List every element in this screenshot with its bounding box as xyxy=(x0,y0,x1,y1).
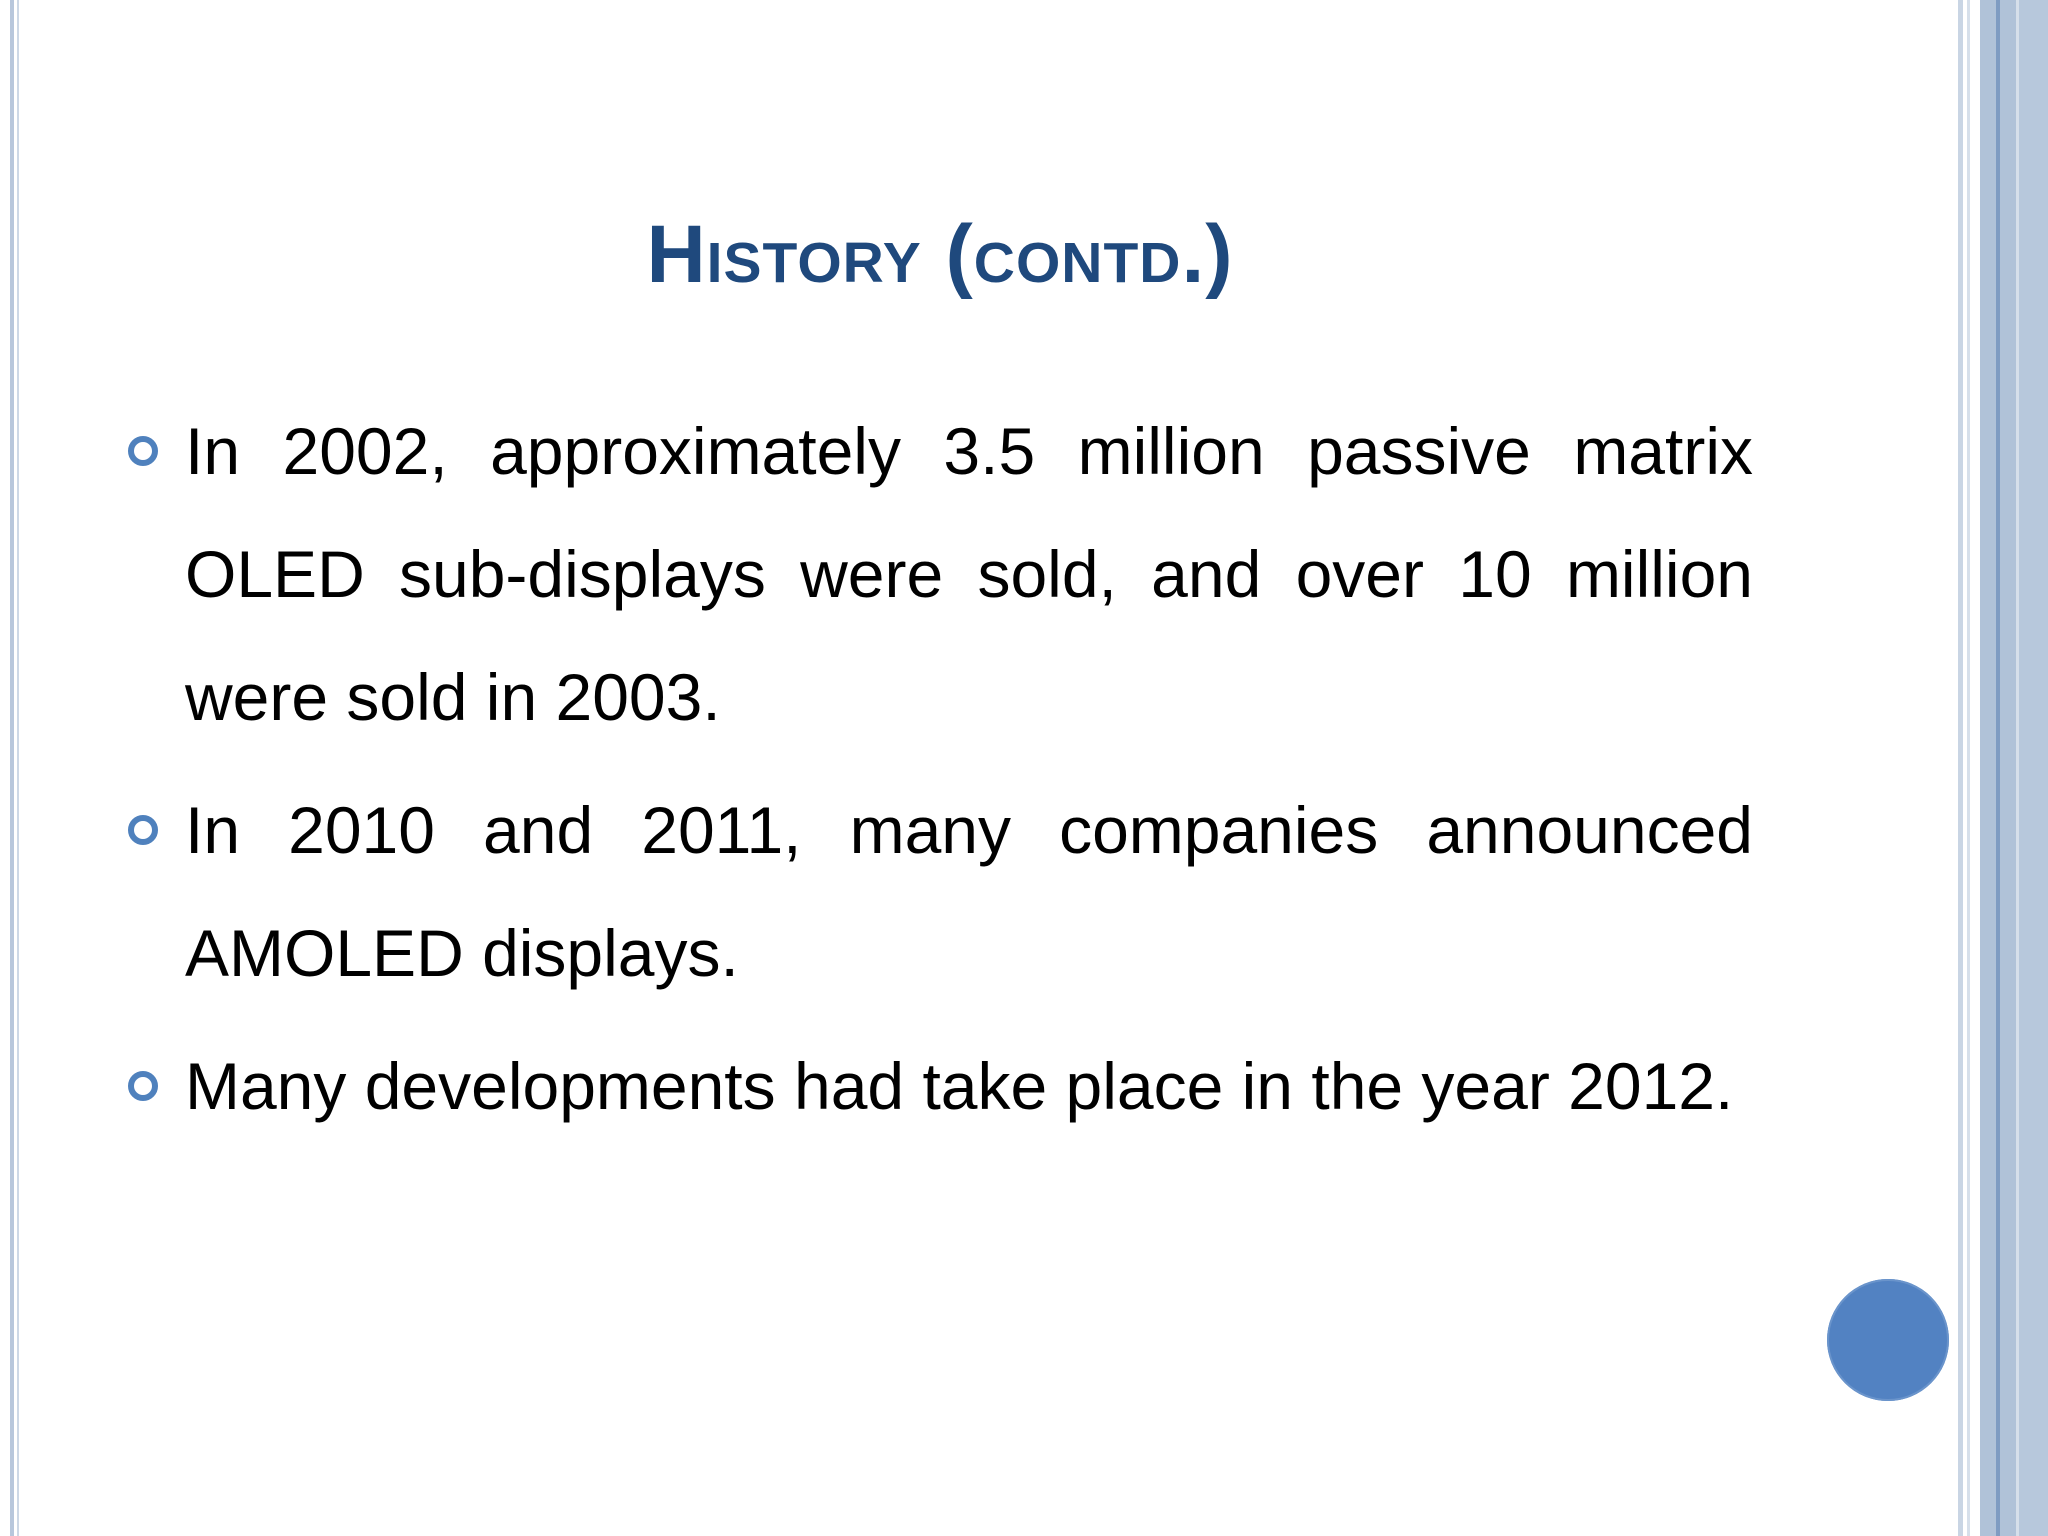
left-border-line-inner xyxy=(17,0,19,1536)
right-border-line-inner xyxy=(1967,0,1970,1536)
list-item: Many developments had take place in the … xyxy=(128,1025,1753,1148)
right-border-line xyxy=(1958,0,1963,1536)
right-decor-bar-divider xyxy=(1996,0,2000,1536)
bullet-text: Many developments had take place in the … xyxy=(185,1049,1734,1123)
right-decor-bar xyxy=(1980,0,1996,1536)
right-decor-bar-divider xyxy=(2016,0,2019,1536)
hollow-circle-icon xyxy=(128,436,158,466)
hollow-circle-icon xyxy=(128,1071,158,1101)
right-decor-bar xyxy=(2000,0,2016,1536)
right-decor-bar xyxy=(2019,0,2048,1536)
list-item: In 2010 and 2011, many companies announc… xyxy=(128,769,1753,1015)
bullet-text: In 2002, approximately 3.5 million passi… xyxy=(185,414,1753,734)
filled-circle-icon xyxy=(1827,1279,1949,1401)
hollow-circle-icon xyxy=(128,815,158,845)
bullet-list: In 2002, approximately 3.5 million passi… xyxy=(128,390,1753,1158)
slide-title: History (contd.) xyxy=(646,209,1234,300)
bullet-text: In 2010 and 2011, many companies announc… xyxy=(185,793,1753,990)
list-item: In 2002, approximately 3.5 million passi… xyxy=(128,390,1753,759)
left-border-line xyxy=(10,0,14,1536)
